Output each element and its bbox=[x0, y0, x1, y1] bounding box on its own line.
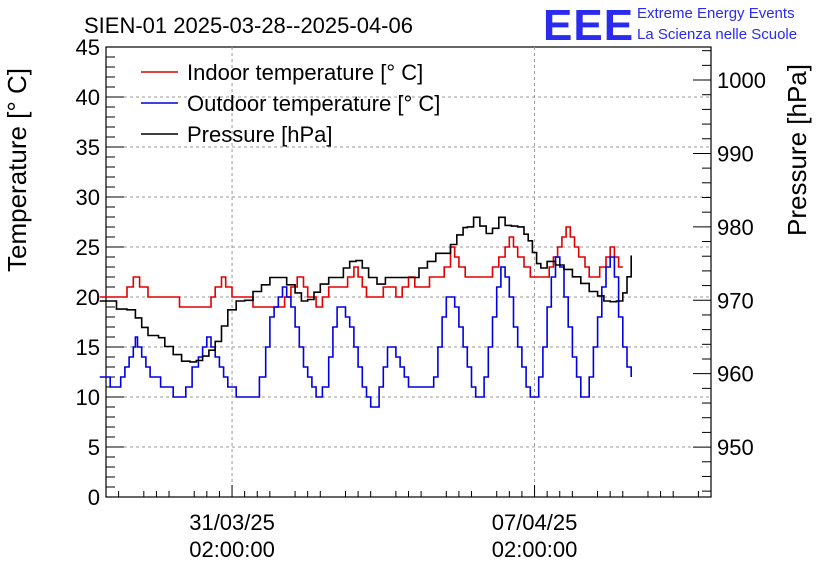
y-tick-label: 5 bbox=[88, 435, 100, 460]
series-group bbox=[99, 216, 632, 408]
y2-tick-label: 980 bbox=[717, 215, 754, 240]
x-tick-label-time: 02:00:00 bbox=[189, 537, 275, 562]
y-tick-label: 30 bbox=[76, 185, 100, 210]
legend-label-1: Outdoor temperature [° C] bbox=[187, 91, 440, 116]
y-tick-label: 25 bbox=[76, 235, 100, 260]
legend: Indoor temperature [° C] Outdoor temperat… bbox=[141, 60, 440, 147]
y-tick-label: 20 bbox=[76, 285, 100, 310]
y-tick-label: 45 bbox=[76, 35, 100, 60]
y2-tick-label: 950 bbox=[717, 435, 754, 460]
y2-tick-label: 960 bbox=[717, 362, 754, 387]
logo-mark: EEE bbox=[543, 1, 634, 50]
legend-label-2: Pressure [hPa] bbox=[187, 122, 333, 147]
chart-title: SIEN-01 2025-03-28--2025-04-06 bbox=[84, 13, 413, 38]
y2-tick-label: 990 bbox=[717, 141, 754, 166]
y-axis-left: 0 5 10 15 20 25 30 35 40 45 bbox=[76, 35, 124, 510]
x-tick-label-time: 02:00:00 bbox=[492, 537, 578, 562]
logo-line2: La Scienza nelle Scuole bbox=[637, 26, 797, 43]
series-line-1 bbox=[99, 256, 632, 408]
x-tick-label-date: 31/03/25 bbox=[189, 510, 275, 535]
y-tick-label: 40 bbox=[76, 85, 100, 110]
eee-logo: EEE Extreme Energy Events La Scienza nel… bbox=[543, 1, 797, 50]
y2-tick-label: 970 bbox=[717, 288, 754, 313]
y-axis-right: 950 960 970 980 990 1000 bbox=[693, 50, 766, 492]
logo-line1: Extreme Energy Events bbox=[637, 5, 795, 22]
series-line-0 bbox=[99, 226, 623, 308]
series-line-2 bbox=[99, 216, 632, 363]
y-axis-title: Temperature [° C] bbox=[2, 68, 32, 272]
y2-axis-title: Pressure [hPa] bbox=[782, 64, 812, 236]
y-tick-label: 35 bbox=[76, 135, 100, 160]
y2-tick-label: 1000 bbox=[717, 68, 766, 93]
legend-label-0: Indoor temperature [° C] bbox=[187, 60, 423, 85]
y-tick-label: 0 bbox=[88, 485, 100, 510]
x-tick-label-date: 07/04/25 bbox=[492, 510, 578, 535]
y-tick-label: 15 bbox=[76, 335, 100, 360]
y-tick-label: 10 bbox=[76, 385, 100, 410]
